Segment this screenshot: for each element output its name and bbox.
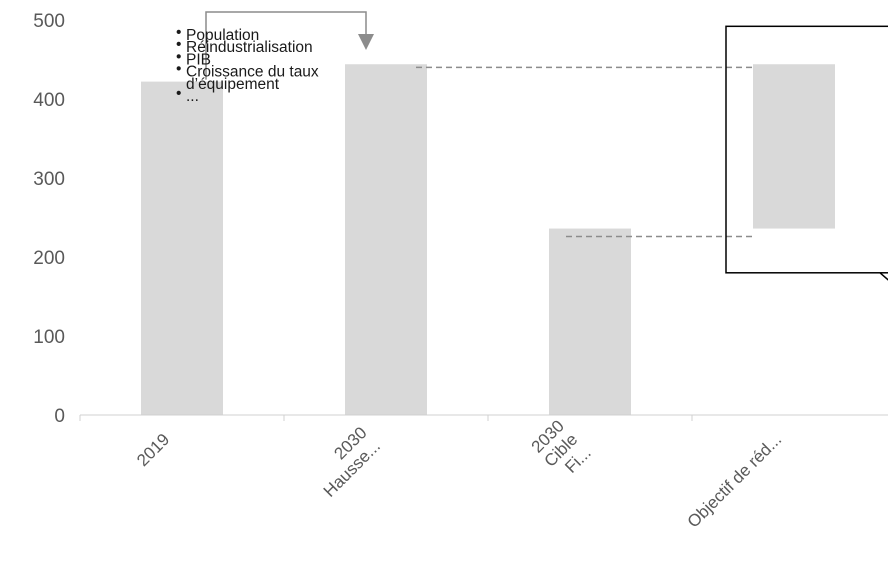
bar bbox=[345, 64, 427, 416]
x-tick-label: 2030Hausse... bbox=[306, 423, 384, 501]
bar bbox=[753, 64, 835, 229]
x-tick-label: 2019 bbox=[133, 430, 173, 470]
annotation-line: PIB bbox=[186, 51, 211, 68]
x-tick-label: 2030CibleFi... bbox=[527, 416, 595, 484]
y-tick-label: 0 bbox=[54, 406, 65, 427]
annotation-line: ... bbox=[186, 88, 199, 105]
connector-lines bbox=[416, 66, 756, 238]
bars bbox=[141, 64, 835, 416]
bar bbox=[549, 228, 631, 415]
bullet-icon: • bbox=[176, 48, 181, 65]
x-axis-tickmarks bbox=[79, 415, 693, 421]
annotation-line: d’équipement bbox=[186, 76, 280, 93]
annotation-line: Réindustrialisation bbox=[186, 39, 313, 56]
y-tick-label: 200 bbox=[33, 248, 65, 269]
annotation-arrow bbox=[205, 11, 367, 80]
y-tick-label: 300 bbox=[33, 169, 65, 190]
y-tick-label: 100 bbox=[33, 327, 65, 348]
bullet-icon: • bbox=[176, 85, 181, 102]
annotation-line: Croissance du taux bbox=[186, 64, 319, 81]
annotation-line: Population bbox=[186, 27, 259, 44]
arrow-head bbox=[358, 34, 374, 50]
bullet-icon: • bbox=[176, 61, 181, 78]
zoom-callout-box bbox=[725, 25, 888, 274]
y-tick-label: 400 bbox=[33, 90, 65, 111]
bullet-icon: • bbox=[176, 36, 181, 53]
bar bbox=[141, 81, 223, 416]
x-tick-label: Objectif de réd... bbox=[684, 430, 786, 532]
annotation-text: • Population • Réindustrialisation • PIB • Croi… bbox=[176, 24, 319, 105]
x-axis-labels: 2019 2030Hausse... 2030CibleFi... Objectif … bbox=[133, 416, 785, 531]
bullet-icon: • bbox=[176, 24, 181, 41]
y-tick-label: 500 bbox=[33, 11, 65, 32]
y-axis-ticks: 0 100 200 300 400 500 bbox=[33, 11, 65, 427]
zoom-callout-line bbox=[879, 272, 888, 281]
